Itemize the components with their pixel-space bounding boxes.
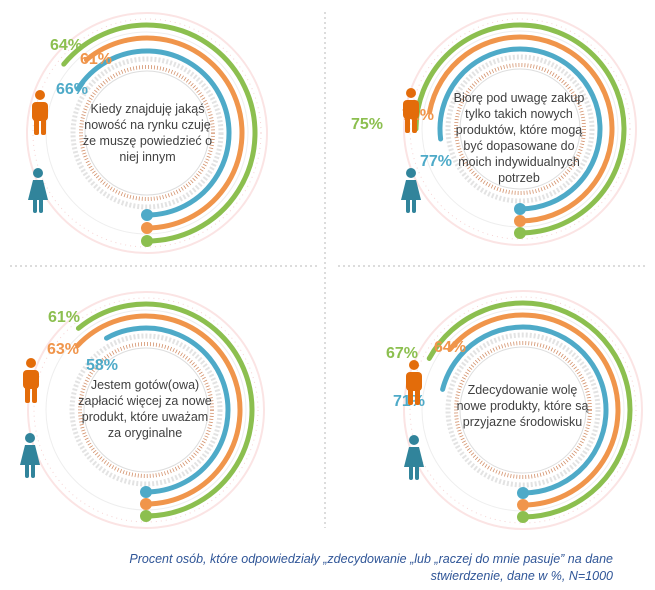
inner-disc: [84, 70, 210, 196]
statement-line: produkt, które uważam: [81, 410, 209, 424]
arc-end-dot-ogółem: [514, 227, 526, 239]
radial-chart-2: 75%72%77%: [351, 12, 637, 246]
arc-end-dot-mężczyźni: [140, 498, 152, 510]
statement-line: tylko takich nowych: [465, 107, 573, 121]
arc-kobiety: [104, 325, 231, 495]
outer-dotted-ring: [409, 296, 637, 524]
statement-line: zapłacić więcej za nowe: [78, 394, 212, 408]
value-label-ogółem: 67%: [386, 345, 418, 362]
chart-caption: Procent osób, które odpowiedziały „zdecy…: [53, 551, 613, 585]
value-label-mężczyźni: 63%: [47, 341, 79, 358]
value-label-kobiety: 58%: [86, 357, 118, 374]
arc-end-dot-mężczyźni: [141, 222, 153, 234]
arc-end-dot-kobiety: [517, 487, 529, 499]
outer-pink-ring: [403, 290, 643, 530]
male-icon: [32, 90, 48, 135]
statement-line: Zdecydowanie wolę: [467, 383, 578, 397]
value-label-kobiety: 66%: [56, 81, 88, 98]
female-icon: [28, 168, 48, 213]
inner-disc: [459, 346, 587, 474]
arc-ogółem: [75, 301, 255, 519]
arc-mężczyźni: [447, 312, 621, 508]
brown-tick-ring: [79, 65, 215, 201]
arc-ogółem: [61, 22, 258, 244]
value-label-mężczyźni: 64%: [434, 339, 466, 356]
value-label-kobiety: 77%: [420, 153, 452, 170]
arc-kobiety: [440, 324, 609, 496]
arc-end-dot-kobiety: [514, 203, 526, 215]
statement-line: potrzeb: [498, 171, 540, 185]
outer-pink-ring: [27, 291, 265, 529]
arc-end-dot-ogółem: [141, 235, 153, 247]
arc-mężczyźni: [427, 34, 615, 224]
statement-line: Jestem gotów(owa): [90, 378, 200, 392]
male-icon: [403, 88, 419, 133]
statement-line: Kiedy znajduję jakąś: [90, 102, 205, 116]
statement-text-3: Jestem gotów(owa) zapłacić więcej za nowe…: [65, 362, 225, 456]
arc-kobiety: [437, 46, 603, 212]
statement-text-1: Kiedy znajduję jakąś nowość na rynku czuj…: [70, 84, 225, 182]
statement-line: przyjazne środowisku: [462, 415, 583, 429]
statement-line: niej innym: [119, 150, 176, 164]
statement-text-4: Zdecydowanie wolę nowe produkty, które są…: [440, 368, 605, 444]
grey-gear-ring: [69, 333, 223, 487]
female-icon: [20, 433, 40, 478]
arc-mężczyźni: [74, 313, 243, 507]
caption-line-2: stwierdzenie, dane w %, N=1000: [430, 569, 613, 583]
arc-end-dot-ogółem: [517, 511, 529, 523]
arc-end-dot-mężczyźni: [517, 499, 529, 511]
brown-tick-ring: [454, 63, 586, 195]
brown-tick-ring: [454, 341, 592, 479]
inner-disc: [83, 347, 209, 473]
arc-kobiety: [75, 48, 232, 218]
grey-gear-ring: [70, 56, 224, 210]
value-label-ogółem: 75%: [351, 116, 383, 133]
female-icon: [401, 168, 421, 213]
outer-dotted-ring: [32, 18, 262, 248]
statement-text-2: Biorę pod uwagę zakup tylko takich nowych…: [438, 82, 600, 194]
value-label-mężczyźni: 61%: [80, 51, 112, 68]
brown-tick-ring: [78, 342, 214, 478]
radial-chart-1: 64%61% 66%: [26, 12, 268, 254]
female-icon: [404, 435, 424, 480]
male-icon: [23, 358, 39, 403]
grey-gear-ring: [445, 54, 595, 204]
value-label-ogółem: 64%: [50, 37, 82, 54]
statement-line: moich indywidualnych: [458, 155, 580, 169]
radial-chart-4: 67%64%71%: [386, 290, 643, 530]
statement-line: za oryginalne: [107, 426, 183, 440]
outer-pink-ring: [26, 12, 268, 254]
statement-line: nowe produkty, które są: [456, 399, 589, 413]
arc-ogółem: [413, 22, 627, 236]
arc-end-dot-kobiety: [141, 209, 153, 221]
arc-end-dot-ogółem: [140, 510, 152, 522]
statement-line: produktów, które mogą: [455, 123, 583, 137]
statement-line: nowość na rynku czuję: [84, 118, 211, 132]
statement-line: Biorę pod uwagę zakup: [453, 91, 585, 105]
male-icon: [406, 360, 422, 405]
statement-line: że muszę powiedzieć o: [82, 134, 213, 148]
value-label-ogółem: 61%: [48, 309, 80, 326]
grey-gear-ring: [445, 332, 601, 488]
caption-line-1: Procent osób, które odpowiedziały „zdecy…: [129, 552, 613, 566]
inner-disc: [459, 68, 581, 190]
statement-line: być dopasowane do: [463, 139, 575, 153]
arc-mężczyźni: [83, 35, 245, 231]
outer-pink-ring: [403, 12, 637, 246]
arc-end-dot-mężczyźni: [514, 215, 526, 227]
arc-end-dot-kobiety: [140, 486, 152, 498]
radial-chart-3: 61% 63% 58%: [20, 291, 265, 529]
arc-ogółem: [426, 300, 633, 520]
